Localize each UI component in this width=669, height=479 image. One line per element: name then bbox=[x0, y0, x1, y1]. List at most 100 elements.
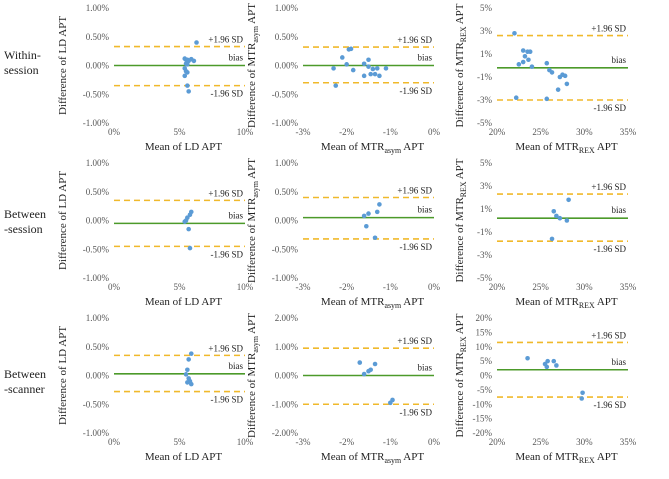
x-tick-label: 0% bbox=[108, 127, 121, 137]
x-tick-label: 35% bbox=[620, 437, 637, 447]
y-tick-label: -1% bbox=[477, 227, 492, 237]
x-tick-label: 0% bbox=[108, 282, 121, 292]
data-point bbox=[183, 372, 189, 377]
lower-limit-label: -1.96 SD bbox=[399, 242, 432, 252]
chart-panel: -1.00% -0.50% 0.00% 0.50% 1.00% -3% -2% -1% 0% Me… bbox=[246, 3, 441, 155]
data-point bbox=[544, 364, 550, 370]
data-point bbox=[580, 390, 585, 396]
chart-panel: -1.00% -0.50% 0.00% 0.50% 1.00% -3% -2% -1% 0% Me… bbox=[246, 158, 441, 310]
data-point bbox=[377, 73, 382, 79]
y-tick-label: 0% bbox=[480, 371, 493, 381]
data-point bbox=[361, 73, 367, 79]
y-axis-label: Difference of LD APT bbox=[57, 16, 69, 115]
data-point bbox=[368, 71, 373, 77]
y-tick-label: 20% bbox=[476, 313, 493, 323]
y-tick-label: -3% bbox=[477, 95, 492, 105]
data-point bbox=[182, 219, 188, 224]
data-point bbox=[551, 358, 557, 364]
bias-label: bias bbox=[612, 55, 627, 65]
data-point bbox=[513, 95, 519, 100]
y-tick-label: -5% bbox=[477, 385, 492, 395]
data-point bbox=[185, 83, 190, 88]
y-tick-label: 3% bbox=[480, 26, 493, 36]
row-label-line1: Between bbox=[4, 367, 46, 381]
y-tick-label: 15% bbox=[476, 327, 493, 337]
x-axis-label: Mean of MTRasym APT bbox=[321, 451, 424, 465]
data-point bbox=[557, 215, 563, 221]
y-tick-label: 0.00% bbox=[275, 371, 299, 381]
y-tick-label: -0.50% bbox=[272, 89, 299, 99]
x-tick-label: 30% bbox=[576, 437, 593, 447]
x-tick-label: 5% bbox=[174, 127, 187, 137]
data-point bbox=[520, 48, 526, 53]
y-tick-label: 2.00% bbox=[275, 313, 299, 323]
data-point bbox=[185, 70, 190, 75]
x-tick-label: 10% bbox=[237, 437, 254, 447]
data-point bbox=[564, 81, 570, 87]
x-tick-label: -3% bbox=[296, 437, 311, 447]
data-point bbox=[551, 209, 557, 214]
lower-limit-label: -1.96 SD bbox=[399, 86, 432, 96]
y-axis-label: Difference of MTRasym APT bbox=[246, 158, 260, 283]
data-point bbox=[554, 213, 559, 219]
data-point bbox=[361, 61, 367, 67]
data-point bbox=[374, 209, 380, 215]
chart-panel: -5% -3% -1% 1% 3% 5% 20% 25% 30% 35%Mean of MTRRE… bbox=[454, 3, 637, 155]
y-axis-label: Difference of LD APT bbox=[57, 326, 69, 425]
x-tick-label: 30% bbox=[576, 282, 593, 292]
row-label-between-session: Between -session bbox=[4, 207, 46, 237]
row-label-between-scanner: Between -scanner bbox=[4, 367, 46, 397]
data-point bbox=[185, 367, 190, 373]
x-axis-label: Mean of MTRREX APT bbox=[515, 296, 618, 310]
y-tick-label: -0.50% bbox=[83, 399, 110, 409]
row-label-within-session: Within- session bbox=[4, 48, 41, 78]
chart-panel: -1.00% -0.50% 0.00% 0.50% 1.00% 0% 5% 10% Mean o… bbox=[57, 3, 254, 153]
lower-limit-label: -1.96 SD bbox=[593, 244, 626, 254]
y-tick-label: 0.00% bbox=[275, 61, 299, 71]
data-point bbox=[364, 223, 369, 229]
y-tick-label: 5% bbox=[480, 356, 493, 366]
data-point bbox=[357, 360, 363, 365]
bias-label: bias bbox=[418, 205, 433, 215]
y-tick-label: -1.00% bbox=[272, 399, 299, 409]
data-point bbox=[186, 357, 191, 362]
y-tick-label: -20% bbox=[473, 428, 493, 438]
y-tick-label: -1.00% bbox=[83, 118, 110, 128]
upper-limit-label: +1.96 SD bbox=[397, 35, 432, 45]
x-tick-label: 30% bbox=[576, 127, 593, 137]
y-tick-label: -3% bbox=[477, 250, 492, 260]
y-tick-label: -15% bbox=[473, 414, 493, 424]
y-tick-label: 5% bbox=[480, 3, 493, 13]
x-tick-label: -1% bbox=[383, 437, 398, 447]
lower-limit-label: -1.96 SD bbox=[210, 249, 243, 259]
x-tick-label: 25% bbox=[532, 437, 549, 447]
y-tick-label: 0.50% bbox=[86, 32, 110, 42]
y-tick-label: 0.00% bbox=[86, 61, 110, 71]
data-point bbox=[555, 87, 561, 92]
data-point bbox=[340, 55, 345, 60]
chart-panel: -20% -15% -10% -5% 0% 5% 10% 15% 20% 20% 25% 30% 35%… bbox=[454, 313, 637, 465]
x-tick-label: 20% bbox=[489, 282, 506, 292]
data-point bbox=[331, 66, 336, 71]
chart-panel: -2.00% -1.00% 0.00% 1.00% 2.00% -3% -2% -1% 0% Me… bbox=[246, 313, 441, 465]
x-axis-label: Mean of LD APT bbox=[145, 296, 223, 308]
y-tick-label: 1% bbox=[480, 204, 493, 214]
y-tick-label: -1% bbox=[477, 72, 492, 82]
upper-limit-label: +1.96 SD bbox=[591, 330, 626, 340]
data-point bbox=[186, 89, 191, 94]
y-tick-label: -10% bbox=[473, 399, 493, 409]
data-point bbox=[554, 363, 559, 368]
x-tick-label: 0% bbox=[108, 437, 121, 447]
y-tick-label: -0.50% bbox=[83, 89, 110, 99]
chart-panel: -1.00% -0.50% 0.00% 0.50% 1.00% 0% 5% 10% Mean o… bbox=[57, 158, 254, 308]
y-tick-label: 5% bbox=[480, 158, 493, 168]
data-point bbox=[544, 60, 550, 66]
lower-limit-label: -1.96 SD bbox=[210, 395, 243, 405]
y-axis-label: Difference of MTRREX APT bbox=[454, 158, 468, 282]
x-tick-label: -1% bbox=[383, 127, 398, 137]
data-point bbox=[377, 202, 382, 207]
data-point bbox=[194, 40, 199, 45]
y-tick-label: -0.50% bbox=[83, 244, 110, 254]
